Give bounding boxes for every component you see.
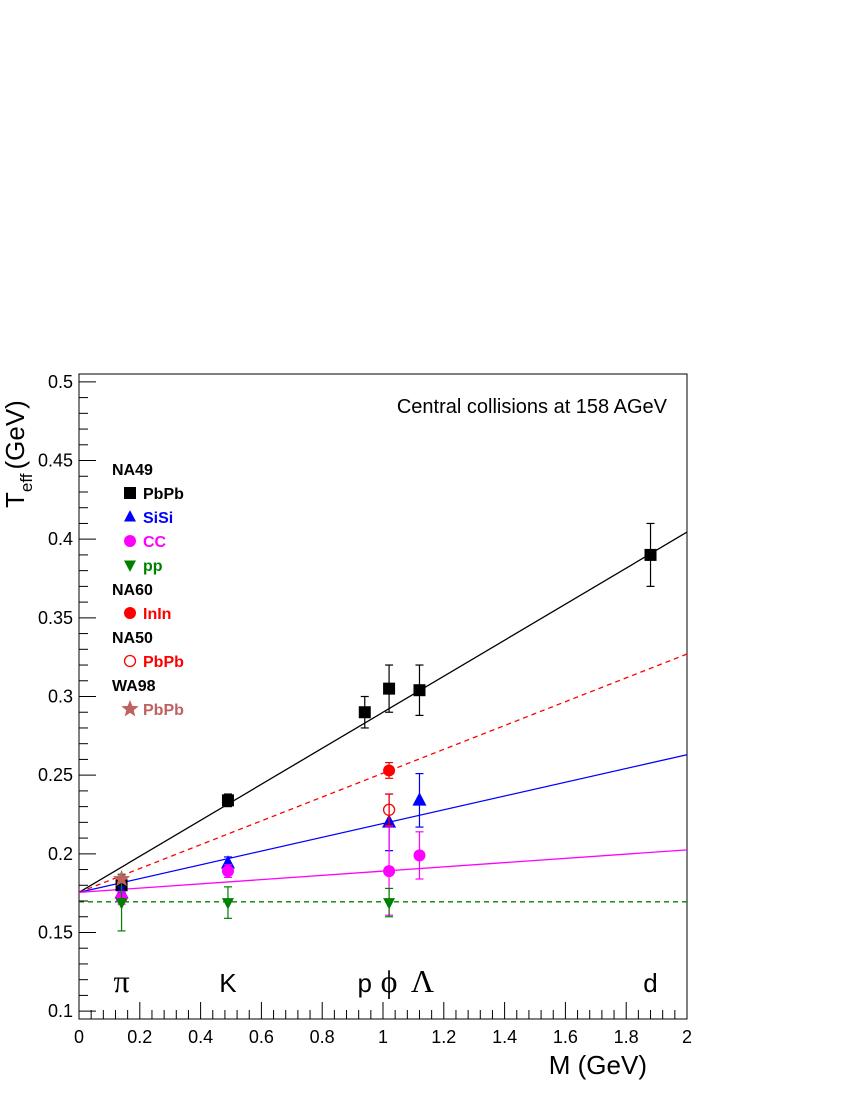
plot-frame	[78, 373, 688, 1020]
data-point	[413, 849, 426, 862]
legend-label: PbPb	[143, 702, 184, 719]
svg-text:Teff(GeV): Teff (GeV)	[0, 400, 36, 508]
legend-marker	[121, 699, 139, 717]
tick-labels: 0 0.2 0.4 0.6 0.8 1 1.2 1.4 1.6 1.8 2 0.1 0.15 0.2 0.2…	[38, 372, 692, 1047]
x-tick-label: 0.4	[188, 1027, 213, 1047]
particle-label: π	[113, 963, 129, 999]
legend-group-title: WA98	[112, 678, 156, 695]
particle-label: d	[643, 968, 657, 998]
legend-label: PbPb	[143, 654, 184, 671]
data-point	[383, 682, 396, 695]
x-tick-label: 0.8	[310, 1027, 335, 1047]
particle-label: K	[219, 968, 237, 998]
data-point	[221, 794, 234, 807]
axis-ticks	[78, 381, 688, 1019]
legend-group-title: NA60	[112, 582, 153, 599]
x-tick-label: 1	[378, 1027, 388, 1047]
particle-label: p	[358, 968, 372, 998]
x-axis-label: M (GeV)	[549, 1050, 647, 1080]
x-tick-label: 2	[682, 1027, 692, 1047]
fit-line	[78, 653, 688, 893]
series-pbpb-square	[115, 522, 657, 894]
data-point	[413, 684, 426, 697]
chart-annotation: Central collisions at 158 AGeV	[397, 396, 668, 418]
particle-label: ϕ	[381, 963, 398, 999]
x-tick-label: 0	[74, 1027, 84, 1047]
series-sisi-triangle-up	[114, 772, 427, 901]
legend-label: SiSi	[143, 510, 173, 527]
y-axis-label-unit: (GeV)	[0, 400, 30, 469]
legend-marker	[124, 487, 136, 499]
legend-group-title: NA50	[112, 630, 153, 647]
y-tick-label: 0.5	[48, 372, 73, 392]
fit-line	[78, 849, 688, 894]
series-pbpb-star	[112, 869, 131, 887]
series-pbpb-open-circle	[382, 793, 396, 827]
y-tick-label: 0.1	[48, 1001, 73, 1021]
y-tick-label: 0.15	[38, 922, 73, 942]
data-point	[221, 865, 234, 878]
y-axis-label-main: T	[0, 492, 30, 508]
data-point	[412, 792, 427, 806]
legend-marker	[124, 607, 136, 619]
y-tick-label: 0.4	[48, 529, 73, 549]
y-tick-label: 0.3	[48, 687, 73, 707]
legend-label: InIn	[143, 606, 171, 623]
particle-label: Λ	[411, 963, 434, 999]
legend-label: CC	[143, 534, 167, 551]
fit-line	[78, 531, 688, 893]
data-point	[644, 548, 657, 561]
fit-lines	[78, 531, 688, 903]
y-axis-label-sub: eff	[17, 473, 36, 492]
legend-marker	[123, 654, 137, 668]
y-tick-label: 0.25	[38, 765, 73, 785]
legend-label: PbPb	[143, 486, 184, 503]
x-tick-label: 1.6	[553, 1027, 578, 1047]
legend-group-title: NA49	[112, 462, 153, 479]
x-tick-label: 1.4	[492, 1027, 517, 1047]
x-tick-label: 0.2	[127, 1027, 152, 1047]
y-tick-label: 0.45	[38, 451, 73, 471]
y-tick-label: 0.2	[48, 844, 73, 864]
series-inin-circle	[383, 761, 396, 779]
legend-label: pp	[143, 558, 163, 575]
x-tick-label: 1.8	[614, 1027, 639, 1047]
data-point	[221, 898, 234, 910]
y-tick-label: 0.35	[38, 608, 73, 628]
x-tick-label: 1.2	[431, 1027, 456, 1047]
fit-line	[78, 754, 688, 893]
legend-marker	[124, 560, 136, 572]
data-point	[115, 898, 128, 910]
data-point	[382, 803, 396, 816]
series-pp-triangle-down	[115, 873, 396, 932]
legend-marker	[124, 535, 136, 547]
data-point	[383, 764, 396, 777]
legend: NA49 PbPb SiSi CC pp NA60 InIn NA50 PbPb WA98 PbPb	[112, 462, 184, 719]
data-point	[383, 865, 396, 878]
data-markers	[112, 522, 657, 932]
y-axis-label: Teff (GeV)	[0, 400, 36, 508]
data-point	[358, 706, 371, 719]
data-point	[383, 898, 396, 910]
legend-marker	[124, 510, 136, 522]
x-tick-label: 0.6	[249, 1027, 274, 1047]
data-point	[112, 869, 131, 887]
